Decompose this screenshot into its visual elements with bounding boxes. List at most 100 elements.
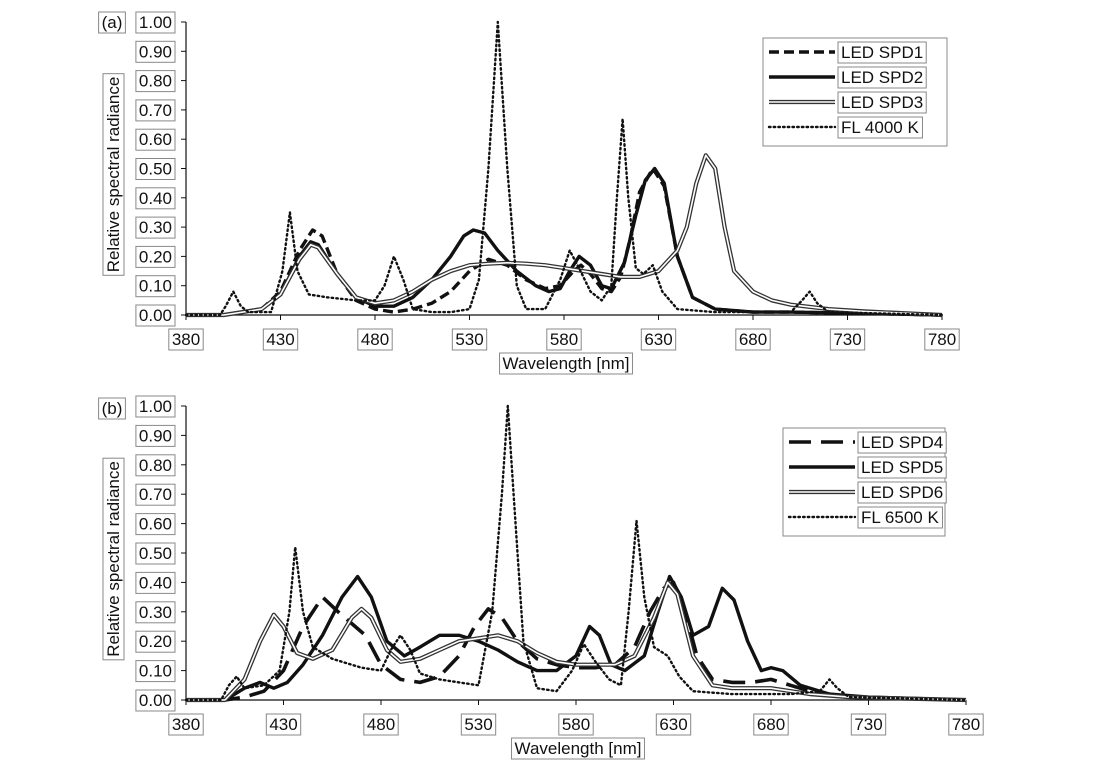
- legend-label-group: FL 6500 K: [857, 506, 943, 529]
- series-line-led-spd4: [186, 580, 967, 702]
- legend-label-box: [857, 456, 947, 479]
- x-tick-label-box: [262, 328, 299, 351]
- x-tick-label-group: 530: [451, 328, 488, 351]
- y-tick-label-group: 0.80: [135, 70, 176, 93]
- y-tick-label: 0.30: [139, 603, 172, 622]
- y-tick-label-box: [135, 660, 176, 683]
- legend-label-group: LED SPD5: [857, 456, 947, 479]
- legend-label: LED SPD4: [861, 433, 943, 452]
- panel-label-group: (b): [98, 397, 126, 420]
- x-tick-label-box: [363, 713, 399, 736]
- legend-label-group: LED SPD6: [857, 481, 947, 504]
- legend-label-box: [857, 506, 943, 529]
- series-line-led-spd2: [186, 166, 943, 317]
- x-tick-label: 680: [757, 715, 785, 734]
- y-tick-label: 1.00: [139, 397, 172, 416]
- x-tick-label-group: 480: [363, 713, 399, 736]
- x-tick-label: 480: [367, 715, 395, 734]
- y-tick-label: 0.50: [139, 544, 172, 563]
- x-tick-label-box: [451, 328, 488, 351]
- x-tick-label-group: 380: [168, 328, 204, 351]
- x-tick-label-box: [265, 713, 302, 736]
- x-tick-label-box: [357, 328, 393, 351]
- series-line-led-spd3: [186, 153, 943, 318]
- x-tick-label-box: [546, 328, 582, 351]
- y-tick-label-group: 0.90: [135, 424, 176, 447]
- x-axis-title-box: [511, 737, 645, 760]
- x-tick-label-box: [948, 713, 984, 736]
- x-tick-label-group: 580: [546, 328, 582, 351]
- legend-label: LED SPD6: [861, 483, 943, 502]
- y-tick-label: 0.20: [139, 247, 172, 266]
- y-tick-label: 0.80: [139, 72, 172, 91]
- x-tick-label: 530: [455, 330, 483, 349]
- y-tick-label-box: [135, 245, 176, 268]
- y-tick-label: 0.70: [139, 101, 172, 120]
- legend-label: LED SPD1: [841, 43, 923, 62]
- series-line-fl-4000-k: [184, 20, 944, 317]
- y-tick-label-box: [135, 70, 176, 93]
- x-tick-label: 580: [562, 715, 590, 734]
- legend-label: LED SPD2: [841, 68, 923, 87]
- panel-label-box: [98, 397, 126, 420]
- x-tick-label-group: 630: [640, 328, 677, 351]
- y-tick-label-group: 0.20: [135, 630, 176, 653]
- x-tick-label-group: 680: [735, 328, 771, 351]
- y-tick-label-group: 0.50: [135, 542, 176, 565]
- legend-label-group: FL 4000 K: [837, 116, 923, 139]
- x-tick-label: 380: [172, 330, 200, 349]
- x-tick-label-group: 730: [829, 328, 866, 351]
- legend-label-box: [857, 431, 947, 454]
- x-tick-label-box: [558, 713, 594, 736]
- y-tick-label-group: 0.80: [135, 454, 176, 477]
- x-tick-label-group: 530: [460, 713, 497, 736]
- y-axis-title-box: [102, 73, 125, 276]
- y-tick-label-box: [135, 454, 176, 477]
- x-tick-label: 730: [854, 715, 882, 734]
- series-line-led-spd5: [186, 574, 967, 702]
- x-tick-label-box: [924, 328, 960, 351]
- y-tick-label-box: [135, 601, 176, 624]
- y-tick-label: 0.70: [139, 485, 172, 504]
- panel-b: (b) 0.00 0.10 0.20 0.30 0.40 0.50 0.60 0.70 0.80 0…: [98, 395, 984, 760]
- series-line-led-spd6-inner: [186, 581, 967, 701]
- x-tick-label-box: [753, 713, 789, 736]
- y-tick-label-group: 0.10: [135, 275, 176, 298]
- y-tick-label-group: 0.70: [135, 483, 176, 506]
- x-tick-label: 630: [644, 330, 672, 349]
- x-tick-label-group: 430: [265, 713, 302, 736]
- y-tick-label-group: 0.60: [135, 128, 176, 151]
- x-tick-label-group: 430: [262, 328, 299, 351]
- legend-label-group: LED SPD1: [837, 41, 927, 64]
- y-tick-label-box: [135, 483, 176, 506]
- legend-label-group: LED SPD3: [837, 91, 927, 114]
- y-tick-label-box: [135, 689, 176, 712]
- x-tick-label-group: 630: [655, 713, 692, 736]
- x-axis-title: Wavelength [nm]: [503, 354, 630, 373]
- y-tick-label-box: [135, 99, 176, 122]
- x-tick-label-group: 780: [924, 328, 960, 351]
- y-tick-label-box: [135, 395, 176, 418]
- legend-label: FL 6500 K: [861, 508, 939, 527]
- y-tick-label-group: 0.40: [135, 571, 176, 594]
- y-axis-title: Relative spectral radiance: [104, 461, 123, 657]
- y-tick-label: 0.10: [139, 277, 172, 296]
- y-tick-label-group: 0.40: [135, 187, 176, 210]
- x-tick-label-box: [640, 328, 677, 351]
- x-axis-title: Wavelength [nm]: [515, 739, 642, 758]
- x-tick-label: 730: [833, 330, 861, 349]
- y-tick-label-box: [135, 40, 176, 63]
- x-tick-label-box: [168, 328, 204, 351]
- legend-label-group: LED SPD4: [857, 431, 947, 454]
- y-tick-label-group: 0.20: [135, 245, 176, 268]
- series-line-led-spd6: [186, 580, 967, 703]
- x-tick-label: 430: [269, 715, 297, 734]
- legend-label: LED SPD3: [841, 93, 923, 112]
- y-tick-label-group: 1.00: [135, 395, 176, 418]
- y-tick-label-group: 0.00: [135, 304, 176, 327]
- y-tick-label-box: [135, 275, 176, 298]
- y-tick-label: 0.60: [139, 515, 172, 534]
- y-tick-label-box: [135, 187, 176, 210]
- y-tick-label: 0.90: [139, 42, 172, 61]
- y-tick-label-box: [135, 304, 176, 327]
